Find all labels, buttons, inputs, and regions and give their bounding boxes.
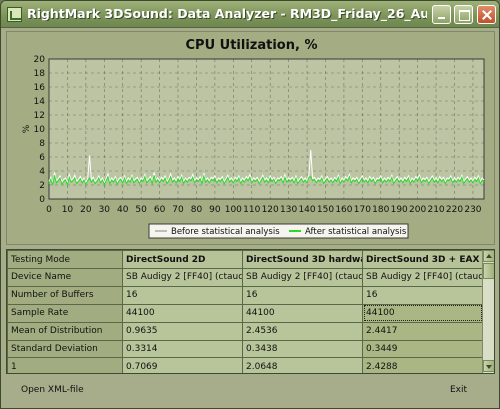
- x-tick-label: 210: [427, 205, 444, 215]
- x-tick-label: 100: [225, 205, 242, 215]
- title-bar[interactable]: RightMark 3DSound: Data Analyzer - RM3D_…: [1, 1, 499, 28]
- row-label: Sample Rate: [7, 303, 123, 323]
- y-axis-label: %: [22, 124, 32, 133]
- table-cell[interactable]: 16: [242, 285, 363, 305]
- table-row[interactable]: Number of Buffers 16 16 16: [7, 285, 483, 305]
- table-cell[interactable]: 0.3438: [242, 339, 363, 359]
- table-cell[interactable]: 0.3449: [362, 339, 483, 359]
- y-tick-label: 14: [34, 97, 46, 107]
- legend-label: Before statistical analysis: [171, 227, 280, 237]
- table-cell[interactable]: 2.0648: [242, 357, 363, 373]
- x-tick-label: 160: [335, 205, 352, 215]
- scroll-up-button[interactable]: [483, 250, 494, 262]
- scroll-thumb[interactable]: [483, 263, 494, 279]
- chart-legend: [148, 223, 409, 239]
- x-tick-label: 10: [62, 205, 74, 215]
- table-cell[interactable]: 0.3314: [122, 339, 243, 359]
- y-tick-label: 20: [34, 55, 46, 65]
- y-tick-label: 2: [39, 181, 45, 191]
- table-cell[interactable]: 2.4536: [242, 321, 363, 341]
- results-grid: Testing Mode DirectSound 2D DirectSound 3D…: [7, 250, 483, 373]
- x-tick-label: 170: [354, 205, 371, 215]
- x-tick-label: 140: [298, 205, 315, 215]
- maximize-button[interactable]: [454, 5, 473, 24]
- table-row[interactable]: Sample Rate 44100 44100 44100: [7, 303, 483, 323]
- x-tick-label: 0: [46, 205, 52, 215]
- table-cell[interactable]: 16: [362, 285, 483, 305]
- table-cell[interactable]: DirectSound 2D: [122, 250, 243, 269]
- table-row[interactable]: Standard Deviation 0.3314 0.3438 0.3449: [7, 339, 483, 359]
- table-cell[interactable]: 2.4288: [362, 357, 483, 373]
- table-vertical-scrollbar[interactable]: [482, 250, 494, 373]
- table-row[interactable]: 1 0.7069 2.0648 2.4288: [7, 357, 483, 373]
- x-tick-label: 50: [135, 205, 147, 215]
- series-line-after: [48, 173, 485, 187]
- y-tick-label: 10: [34, 125, 46, 135]
- chart-panel: CPU Utilization, % 0 2 4 6 8 10 12 14 16 18 20 0 10 2…: [6, 31, 495, 245]
- legend-label: After statistical analysis: [305, 227, 407, 237]
- y-tick-label: 0: [39, 195, 45, 205]
- table-cell[interactable]: 44100: [362, 303, 483, 323]
- row-label: Standard Deviation: [7, 339, 123, 359]
- y-tick-label: 18: [34, 69, 46, 79]
- y-tick-label: 4: [39, 167, 45, 177]
- x-tick-label: 30: [99, 205, 111, 215]
- app-chart-icon: [7, 7, 22, 22]
- table-cell[interactable]: SB Audigy 2 [FF40] (ctaud2k: [122, 268, 243, 287]
- table-cell[interactable]: 44100: [122, 303, 243, 323]
- y-tick-label: 12: [34, 111, 45, 121]
- table-cell[interactable]: SB Audigy 2 [FF40] (ctaud2k: [362, 268, 483, 287]
- table-row[interactable]: Testing Mode DirectSound 2D DirectSound 3D…: [7, 250, 483, 269]
- minimize-button[interactable]: [432, 5, 451, 24]
- table-row[interactable]: Device Name SB Audigy 2 [FF40] (ctaud2k SB…: [7, 268, 483, 287]
- x-tick-label: 90: [209, 205, 221, 215]
- x-tick-label: 180: [372, 205, 389, 215]
- table-cell[interactable]: DirectSound 3D hardware: [242, 250, 363, 269]
- table-cell[interactable]: DirectSound 3D + EAX: [362, 250, 483, 269]
- x-tick-label: 150: [317, 205, 334, 215]
- close-button[interactable]: [477, 5, 496, 24]
- x-tick-label: 190: [391, 205, 408, 215]
- y-tick-label: 6: [39, 153, 45, 163]
- series-line-before: [48, 149, 485, 185]
- row-label: Device Name: [7, 268, 123, 287]
- y-tick-label: 16: [34, 83, 46, 93]
- y-tick-label: 8: [39, 139, 45, 149]
- table-cell[interactable]: 0.9635: [122, 321, 243, 341]
- table-row[interactable]: Mean of Distribution 0.9635 2.4536 2.4417: [7, 321, 483, 341]
- open-xml-file-button[interactable]: Open XML-file: [21, 385, 84, 395]
- x-tick-label: 40: [117, 205, 129, 215]
- x-tick-label: 120: [262, 205, 279, 215]
- window-title: RightMark 3DSound: Data Analyzer - RM3D_…: [27, 6, 427, 21]
- chart-title: CPU Utilization, %: [185, 38, 318, 53]
- scroll-down-button[interactable]: [483, 360, 494, 372]
- table-cell[interactable]: 44100: [242, 303, 363, 323]
- x-tick-label: 130: [280, 205, 297, 215]
- table-cell[interactable]: 0.7069: [122, 357, 243, 373]
- table-cell[interactable]: SB Audigy 2 [FF40] (ctaud2k: [242, 268, 363, 287]
- row-label: Testing Mode: [7, 250, 123, 269]
- x-tick-label: 230: [464, 205, 481, 215]
- x-tick-label: 110: [243, 205, 260, 215]
- x-tick-label: 80: [191, 205, 203, 215]
- table-cell[interactable]: 16: [122, 285, 243, 305]
- x-tick-label: 60: [154, 205, 166, 215]
- x-tick-label: 70: [172, 205, 184, 215]
- table-cell[interactable]: 2.4417: [362, 321, 483, 341]
- exit-button[interactable]: Exit: [450, 385, 468, 395]
- x-tick-label: 20: [80, 205, 92, 215]
- row-label: 1: [7, 357, 123, 373]
- x-tick-label: 200: [409, 205, 426, 215]
- results-table: Testing Mode DirectSound 2D DirectSound 3D…: [6, 249, 495, 374]
- x-tick-label: 220: [446, 205, 463, 215]
- row-label: Mean of Distribution: [7, 321, 123, 341]
- row-label: Number of Buffers: [7, 285, 123, 305]
